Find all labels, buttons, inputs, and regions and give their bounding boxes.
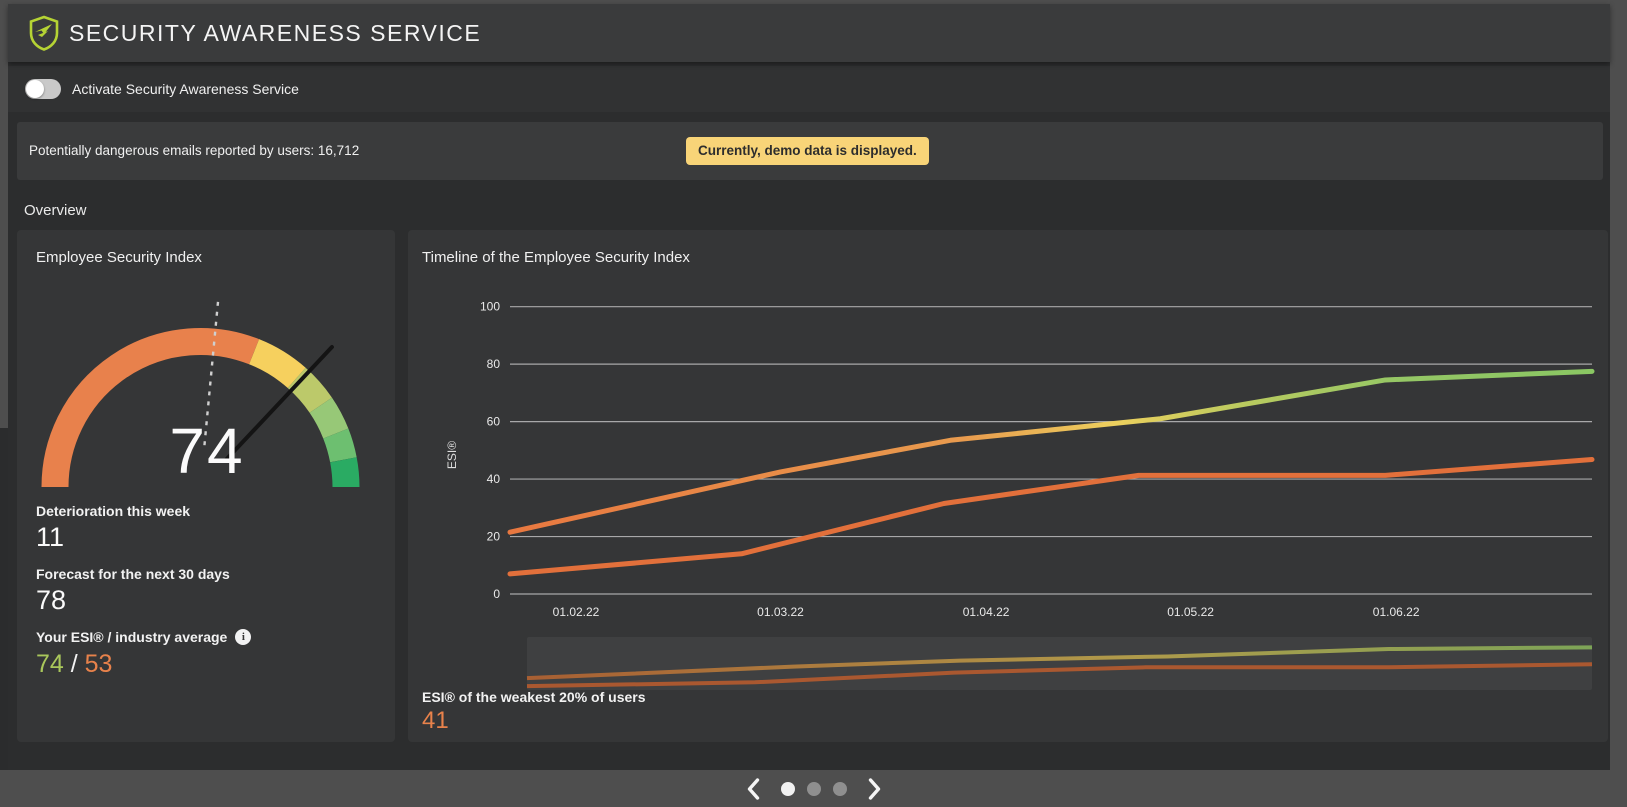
demo-data-badge: Currently, demo data is displayed. [686, 137, 929, 165]
page-title: SECURITY AWARENESS SERVICE [69, 19, 482, 46]
carousel-prev-button[interactable] [745, 777, 762, 801]
svg-text:20: 20 [487, 530, 501, 544]
carousel-controls [0, 770, 1627, 807]
info-icon[interactable]: i [235, 629, 252, 645]
reported-emails-text: Potentially dangerous emails reported by… [29, 143, 360, 158]
stat-label-deterioration: Deterioration this week [36, 503, 191, 519]
y-axis-tick-labels: 0 20 40 60 80 100 [480, 300, 500, 601]
x-axis-tick-labels: 01.02.22 01.03.22 01.04.22 01.05.22 01.06.22 [553, 605, 1420, 619]
svg-text:0: 0 [493, 587, 500, 601]
scrollbar-track[interactable] [1610, 4, 1627, 770]
svg-text:01.05.22: 01.05.22 [1167, 605, 1214, 619]
app-header: SECURITY AWARENESS SERVICE [8, 4, 1610, 62]
section-title: Overview [24, 202, 87, 219]
stat-value-forecast: 78 [36, 585, 67, 615]
comparison-separator: / [63, 650, 85, 678]
carousel-dots [780, 781, 847, 796]
stat-value-deterioration: 11 [36, 522, 65, 552]
carousel-dot-1[interactable] [780, 781, 795, 796]
page-background-top [0, 0, 1627, 4]
svg-text:01.04.22: 01.04.22 [963, 605, 1010, 619]
svg-text:80: 80 [487, 357, 501, 371]
chart-gridlines [510, 306, 1592, 595]
comparison-values: 74 / 53 [36, 650, 251, 679]
svg-text:01.06.22: 01.06.22 [1373, 605, 1420, 619]
activate-service-label: Activate Security Awareness Service [72, 81, 299, 97]
weakest-users-label: ESI® of the weakest 20% of users [422, 689, 646, 705]
industry-average-value: 53 [84, 650, 113, 678]
stat-label-forecast: Forecast for the next 30 days [36, 566, 230, 582]
esi-timeline-card: Timeline of the Employee Security Index … [408, 230, 1608, 742]
svg-text:01.02.22: 01.02.22 [553, 605, 600, 619]
svg-text:60: 60 [487, 415, 501, 429]
timeline-card-title: Timeline of the Employee Security Index [422, 249, 690, 266]
weakest-users-value: 41 [422, 707, 449, 734]
esi-card-title: Employee Security Index [36, 249, 202, 266]
activation-bar: Activate Security Awareness Service [8, 66, 1610, 112]
esi-gauge-value: 74 [169, 415, 245, 487]
your-esi-value: 74 [36, 650, 64, 678]
navigator-series [526, 645, 1593, 689]
esi-gauge [41, 299, 360, 488]
page-background-left [0, 4, 8, 428]
carousel-next-button[interactable] [866, 777, 883, 801]
shield-icon [29, 15, 59, 51]
svg-text:40: 40 [487, 472, 501, 486]
chart-series [507, 368, 1595, 577]
comparison-label: Your ESI® / industry average [36, 629, 228, 645]
svg-text:100: 100 [480, 300, 500, 314]
y-axis-title: ESI® [445, 441, 459, 469]
toggle-knob [26, 80, 44, 98]
svg-text:01.03.22: 01.03.22 [757, 605, 804, 619]
carousel-dot-2[interactable] [806, 781, 821, 796]
esi-gauge-card: Employee Security Index 74 Deterioration… [17, 230, 395, 742]
esi-value-needle [224, 345, 334, 462]
esi-stats: Deterioration this week 11 Forecast for … [36, 503, 252, 679]
activate-service-toggle[interactable] [25, 79, 61, 99]
reported-emails-card: Potentially dangerous emails reported by… [17, 122, 1603, 180]
carousel-dot-3[interactable] [832, 781, 847, 796]
industry-average-needle [203, 299, 220, 446]
